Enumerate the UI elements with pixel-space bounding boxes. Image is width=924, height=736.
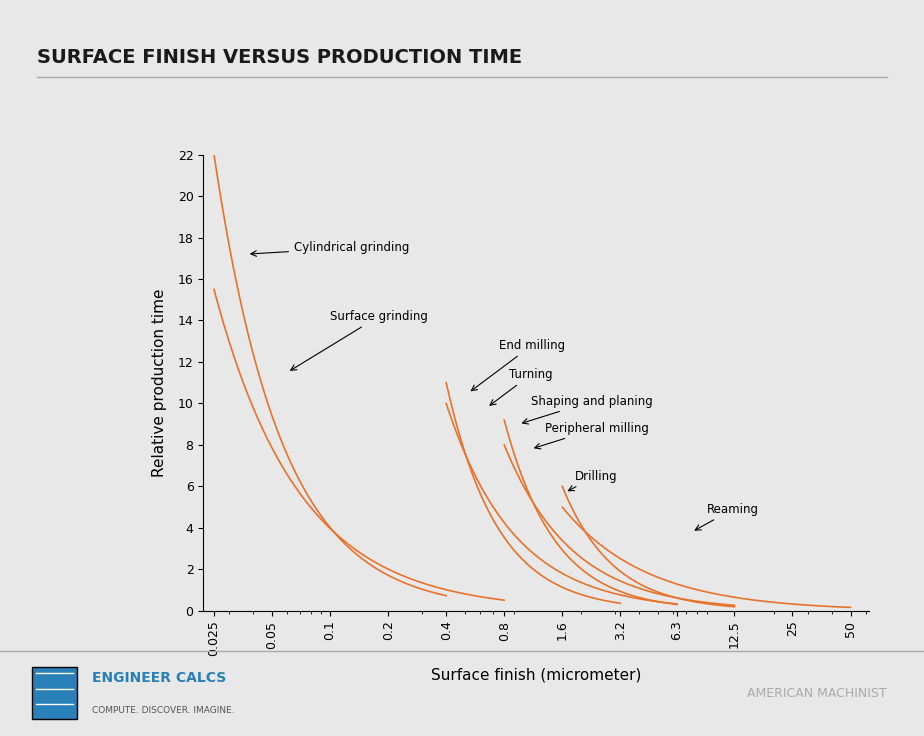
Text: Shaping and planing: Shaping and planing (522, 395, 652, 424)
Text: Reaming: Reaming (695, 503, 759, 530)
Text: Cylindrical grinding: Cylindrical grinding (250, 241, 409, 256)
Text: Surface grinding: Surface grinding (291, 310, 428, 370)
Text: Peripheral milling: Peripheral milling (535, 422, 649, 449)
Text: Drilling: Drilling (568, 470, 617, 491)
Text: SURFACE FINISH VERSUS PRODUCTION TIME: SURFACE FINISH VERSUS PRODUCTION TIME (37, 48, 522, 67)
Text: End milling: End milling (471, 339, 565, 391)
FancyBboxPatch shape (32, 667, 77, 719)
Text: AMERICAN MACHINIST: AMERICAN MACHINIST (748, 687, 887, 700)
Text: ENGINEER CALCS: ENGINEER CALCS (92, 671, 226, 685)
Y-axis label: Relative production time: Relative production time (152, 289, 166, 477)
X-axis label: Surface finish (micrometer): Surface finish (micrometer) (431, 668, 641, 682)
Text: COMPUTE. DISCOVER. IMAGINE.: COMPUTE. DISCOVER. IMAGINE. (92, 706, 235, 715)
Text: Turning: Turning (490, 368, 553, 406)
